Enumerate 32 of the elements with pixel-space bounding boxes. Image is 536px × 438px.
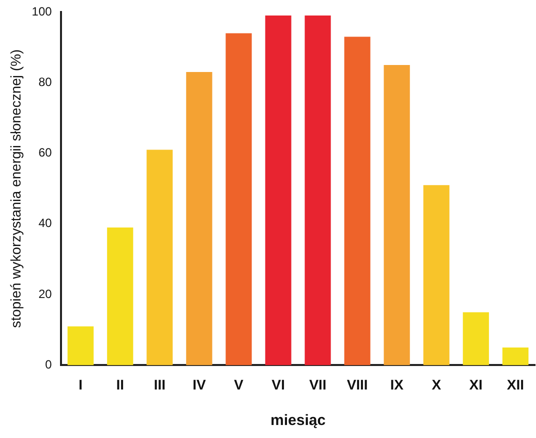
y-tick-label: 40 [38,216,52,230]
bar [146,150,173,366]
bar [423,185,450,366]
x-tick-label: XI [469,376,483,392]
bar [265,16,292,366]
x-tick-label: II [116,376,124,392]
x-tick-label: I [78,376,83,392]
bar [186,72,212,366]
bar [226,33,252,366]
bar [344,36,370,366]
x-tick-label: VII [309,376,326,392]
x-tick-label: X [432,376,442,392]
bar [502,348,528,366]
bar [107,227,134,366]
x-tick-label: IX [390,376,404,392]
y-tick-label: 0 [45,358,52,372]
bar [462,312,489,366]
x-tick-label: V [234,376,244,392]
x-tick-label: IV [192,376,206,392]
y-tick-label: 100 [32,4,52,18]
x-axis-title: miesiąc [270,412,326,430]
y-tick-label: 60 [38,146,52,160]
y-tick-label: 80 [38,74,52,89]
y-tick-label: 20 [38,286,52,301]
x-tick-label: VI [272,376,285,392]
bar [304,16,331,366]
bar [384,64,410,366]
x-tick-label: VIII [346,376,368,392]
y-axis-title: stopień wykorzystania energii słonecznej (%) [7,49,24,328]
bar [68,326,94,366]
x-tick-label: XII [506,376,524,392]
x-tick-label: III [154,376,166,392]
